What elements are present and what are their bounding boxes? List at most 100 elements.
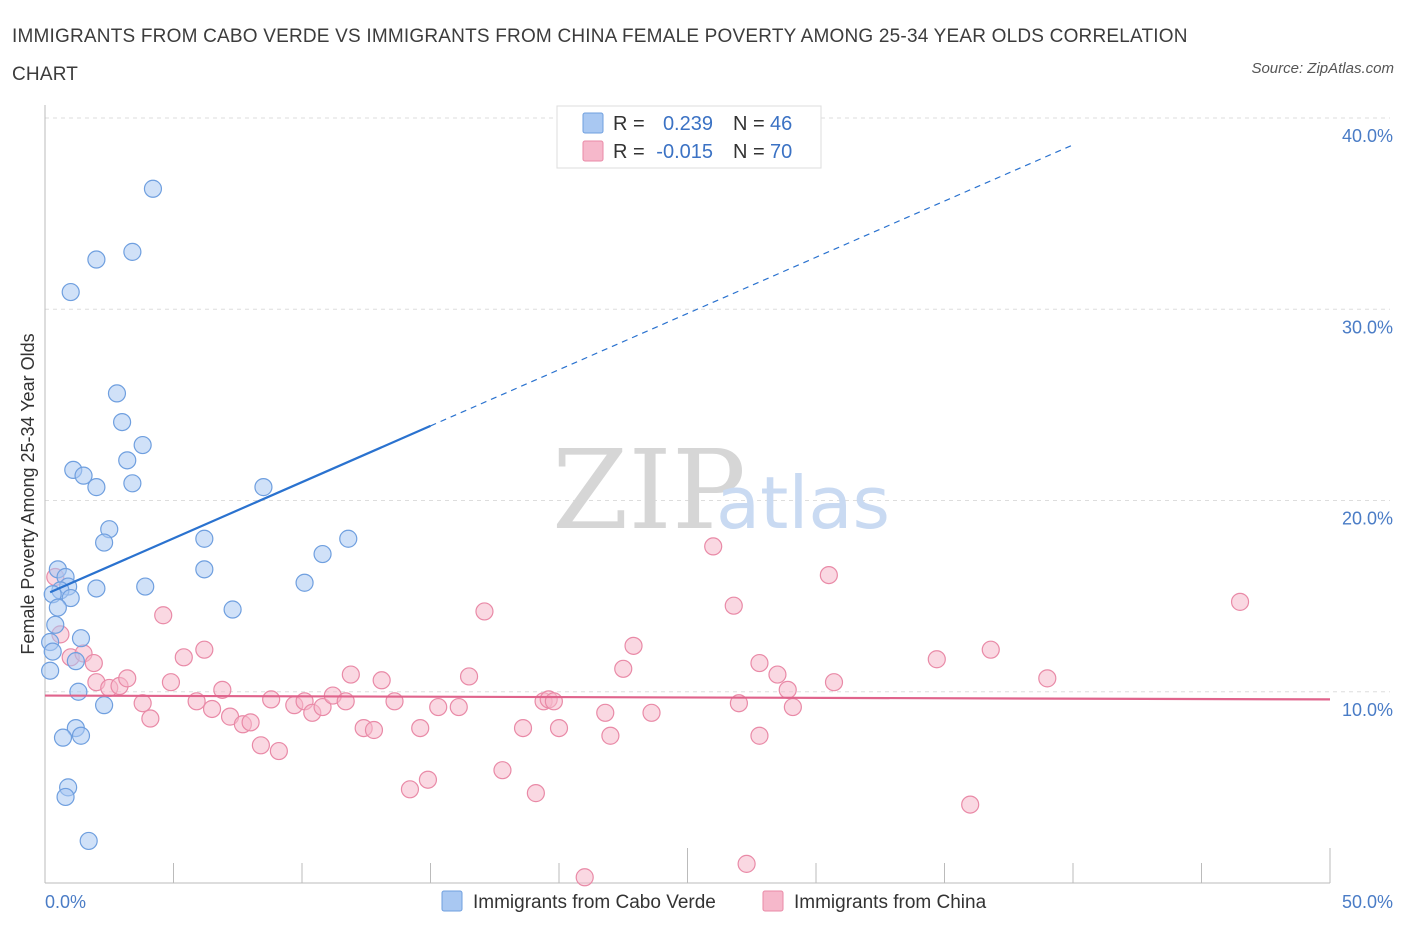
- watermark-atlas: atlas: [716, 461, 890, 545]
- cabo-verde-point: [295, 573, 314, 592]
- cabo-verde-point: [69, 682, 88, 701]
- cabo-verde-point: [87, 579, 106, 598]
- bottom-legend-swatch-cabo-verde: [441, 890, 463, 912]
- china-trend-line: [44, 694, 1331, 701]
- china-point: [118, 669, 137, 688]
- cabo-verde-point: [61, 282, 80, 302]
- chart-source: Source: ZipAtlas.com: [1251, 60, 1394, 77]
- china-point: [927, 650, 946, 669]
- china-point: [341, 665, 360, 684]
- china-point: [429, 697, 448, 717]
- china-point: [596, 703, 615, 722]
- watermark: ZIP atlas: [552, 426, 890, 554]
- china-point: [364, 720, 384, 740]
- china-point: [750, 653, 769, 673]
- china-point: [729, 694, 749, 713]
- cabo-verde-point: [123, 474, 142, 493]
- cabo-verde-point: [112, 412, 132, 432]
- cabo-verde-point: [223, 600, 242, 619]
- cabo-verde-point: [143, 179, 163, 198]
- cabo-verde-point: [133, 435, 152, 455]
- legend-r-value-cabo-verde: 0.239: [663, 113, 713, 135]
- legend-n-label-china: N =: [733, 141, 765, 163]
- y-tick-label-40: 40.0%: [1342, 126, 1393, 146]
- x-tick-label-0: 0.0%: [45, 892, 86, 912]
- cabo-verde-point: [95, 696, 114, 715]
- legend-swatch-cabo-verde: [582, 112, 604, 134]
- china-point: [418, 770, 438, 789]
- y-tick-labels: 10.0% 20.0% 30.0% 40.0%: [1342, 126, 1393, 720]
- trend-lines: [44, 144, 1331, 701]
- cabo-verde-point: [339, 529, 358, 548]
- grid-lines: [45, 117, 1390, 693]
- china-point: [575, 868, 594, 887]
- bottom-legend-swatch-china: [762, 890, 784, 912]
- cabo-verde-point: [195, 529, 214, 548]
- legend-n-label-cabo-verde: N =: [733, 113, 765, 135]
- china-point: [750, 726, 769, 745]
- legend-r-value-china: -0.015: [656, 141, 713, 163]
- china-point: [400, 780, 420, 799]
- china-point: [313, 697, 332, 717]
- china-point: [1038, 669, 1057, 688]
- china-point: [624, 636, 643, 655]
- cabo-verde-point: [48, 598, 67, 617]
- cabo-verde-point: [46, 615, 65, 634]
- china-point: [161, 673, 181, 692]
- legend-swatch-china: [582, 140, 604, 162]
- cabo-verde-point: [43, 642, 62, 661]
- china-point: [961, 795, 980, 814]
- china-point: [526, 784, 545, 803]
- y-axis-label: Female Poverty Among 25-34 Year Olds: [18, 333, 38, 654]
- bottom-legend-label-china: Immigrants from China: [794, 892, 987, 913]
- china-point: [195, 640, 214, 659]
- cabo-verde-point: [71, 629, 91, 648]
- axes: [44, 105, 1331, 884]
- cabo-verde-trend-extension: [430, 144, 1074, 427]
- cabo-verde-point: [66, 652, 85, 671]
- china-point: [475, 602, 494, 621]
- china-point: [544, 692, 563, 711]
- cabo-verde-point: [195, 560, 214, 579]
- cabo-verde-point: [123, 242, 142, 261]
- y-tick-label-10: 10.0%: [1342, 700, 1393, 720]
- cabo-verde-point: [87, 478, 106, 497]
- bottom-legend: Immigrants from Cabo Verde Immigrants fr…: [441, 890, 987, 913]
- china-point: [241, 713, 260, 732]
- legend-n-value-cabo-verde: 46: [770, 113, 792, 135]
- china-point: [84, 653, 103, 673]
- china-point: [411, 718, 430, 738]
- cabo-verde-point: [41, 661, 60, 680]
- china-point: [174, 648, 193, 667]
- y-tick-label-20: 20.0%: [1342, 509, 1393, 529]
- china-point: [768, 665, 787, 684]
- china-point: [372, 671, 391, 690]
- legend-r-label-china: R =: [613, 141, 645, 163]
- bottom-legend-label-cabo-verde: Immigrants from Cabo Verde: [473, 892, 716, 913]
- cabo-verde-point: [136, 577, 155, 596]
- cabo-verde-point: [107, 384, 127, 403]
- cabo-verde-point: [56, 787, 75, 807]
- china-point: [385, 692, 404, 711]
- china-point: [783, 697, 802, 717]
- china-point: [513, 718, 533, 738]
- china-point: [202, 699, 222, 719]
- china-point: [213, 680, 232, 699]
- china-point: [262, 690, 281, 709]
- china-point: [601, 726, 620, 745]
- watermark-zip: ZIP: [552, 426, 746, 554]
- china-point: [493, 761, 512, 780]
- cabo-verde-point: [95, 533, 114, 552]
- china-point: [981, 640, 1000, 659]
- y-tick-label-30: 30.0%: [1342, 317, 1393, 337]
- china-point: [824, 673, 844, 692]
- china-point: [614, 659, 633, 678]
- top-legend: R = 0.239 N = 46 R = -0.015 N = 70: [556, 105, 822, 169]
- china-point: [549, 718, 569, 738]
- china-point: [269, 741, 288, 761]
- legend-n-value-china: 70: [770, 141, 792, 163]
- legend-r-label-cabo-verde: R =: [613, 113, 645, 135]
- x-tick-label-50: 50.0%: [1342, 892, 1393, 912]
- china-point: [724, 596, 743, 615]
